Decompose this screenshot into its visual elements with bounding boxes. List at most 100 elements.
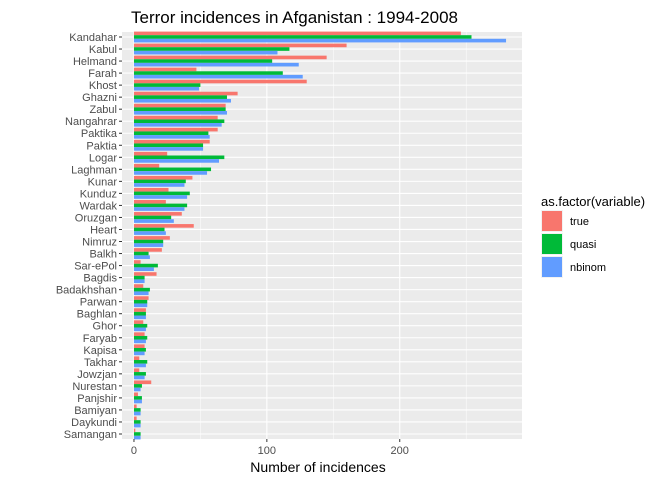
y-tick-label: Nurestan [72, 381, 117, 393]
bar-quasi [133, 432, 141, 436]
bar-quasi [133, 360, 148, 364]
bar-quasi [133, 287, 150, 292]
y-tick-label: Kapisa [83, 345, 118, 357]
bar-quasi [133, 420, 141, 424]
bar-quasi [133, 239, 164, 244]
bar-nbinom [133, 243, 164, 247]
bar-true [133, 248, 162, 252]
y-tick-label: Khost [89, 80, 117, 92]
legend-label-nbinom: nbinom [570, 262, 606, 274]
legend: as.factor(variable) true quasi nbinom [541, 194, 645, 278]
bar-quasi [133, 384, 142, 388]
y-tick-label: Heart [90, 224, 117, 236]
bar-nbinom [133, 123, 222, 127]
bar-true [133, 404, 137, 409]
x-tick-label: 0 [131, 445, 137, 457]
y-tick-label: Kandahar [69, 32, 117, 44]
legend-label-quasi: quasi [570, 239, 596, 251]
bar-true [133, 115, 218, 120]
y-tick-label: Baghlan [77, 309, 117, 321]
bar-true [133, 103, 226, 108]
y-tick-label: Bagdis [83, 273, 117, 285]
bar-nbinom [133, 315, 146, 320]
bar-nbinom [133, 50, 278, 55]
y-tick-label: Ghor [93, 321, 118, 333]
bar-quasi [133, 263, 158, 268]
bar-true [133, 55, 327, 60]
bar-quasi [133, 396, 142, 400]
bar-quasi [133, 311, 146, 316]
bar-quasi [133, 335, 148, 340]
y-tick-label: Paktia [86, 140, 117, 152]
bar-true [133, 151, 168, 156]
bar-nbinom [133, 38, 507, 43]
legend-label-true: true [570, 216, 589, 228]
bar-nbinom [133, 147, 204, 151]
y-tick-label: Sar-ePol [74, 261, 117, 273]
bar-quasi [133, 251, 149, 256]
y-tick-label: Kunduz [80, 188, 117, 200]
bar-true [133, 260, 141, 264]
bar-true [133, 308, 146, 312]
bar-nbinom [133, 279, 145, 284]
bar-quasi [133, 59, 273, 63]
bar-nbinom [133, 411, 141, 416]
bar-quasi [133, 372, 146, 376]
bar-true [133, 416, 137, 421]
y-tick-label: Jowzjan [77, 369, 117, 381]
bar-quasi [133, 131, 209, 136]
bar-nbinom [133, 231, 166, 235]
y-tick-label: Takhar [84, 357, 117, 369]
x-tick-label: 200 [391, 445, 409, 457]
y-tick-label: Balkh [89, 249, 117, 261]
bar-quasi [133, 191, 190, 196]
legend-swatch-true [542, 211, 562, 231]
bar-quasi [133, 119, 225, 124]
bar-true [133, 296, 149, 300]
bar-true [133, 368, 140, 373]
bar-quasi [133, 155, 225, 160]
bar-true [133, 224, 194, 228]
bar-nbinom [133, 291, 149, 296]
bar-quasi [133, 95, 227, 99]
bar-nbinom [133, 435, 141, 440]
bar-quasi [133, 203, 188, 208]
y-tick-label: Panjshir [77, 393, 117, 405]
y-tick-label: Bamiyan [74, 405, 117, 417]
bar-true [133, 79, 307, 84]
bar-true [133, 175, 193, 180]
y-tick-label: Farah [88, 68, 117, 80]
bar-true [133, 320, 144, 324]
bar-quasi [133, 179, 186, 184]
bar-nbinom [133, 255, 150, 259]
bar-quasi [133, 275, 145, 280]
bar-true [133, 284, 144, 288]
bar-nbinom [133, 219, 174, 223]
x-axis-ticks: 0 100 200 [131, 439, 409, 457]
bar-quasi [133, 107, 226, 111]
legend-swatch-nbinom [542, 257, 562, 277]
bar-quasi [133, 347, 146, 352]
bar-true [133, 332, 145, 336]
legend-items: true quasi nbinom [541, 210, 606, 278]
x-axis-label: Number of incidences [250, 459, 385, 475]
bar-nbinom [133, 159, 220, 163]
legend-title: as.factor(variable) [541, 194, 645, 209]
bar-quasi [133, 35, 472, 39]
y-tick-label: Helmand [73, 56, 117, 68]
bar-nbinom [133, 110, 227, 115]
bar-true [133, 187, 169, 192]
bar-true [133, 91, 238, 96]
y-tick-label: Logar [89, 152, 117, 164]
bar-true [133, 127, 218, 132]
bar-quasi [133, 167, 212, 172]
bar-nbinom [133, 74, 303, 79]
y-axis-ticks: KandaharKabulHelmandFarahKhostGhazniZabu… [56, 32, 122, 441]
bar-quasi [133, 143, 204, 148]
bar-nbinom [133, 399, 142, 404]
bar-true [133, 31, 461, 36]
legend-swatch-quasi [542, 234, 562, 254]
bar-true [133, 428, 136, 433]
